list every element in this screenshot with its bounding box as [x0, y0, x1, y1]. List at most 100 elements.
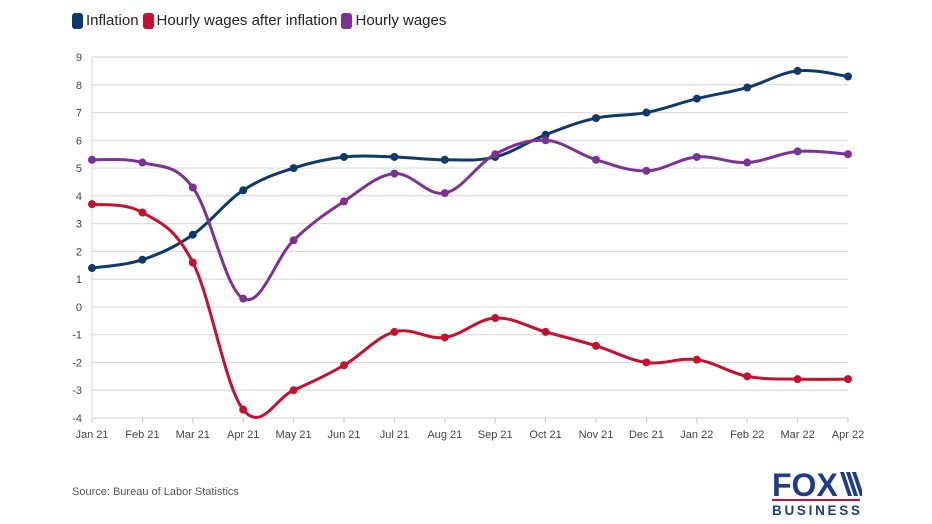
- data-point: [88, 264, 96, 273]
- x-tick-label: Apr 22: [832, 429, 864, 441]
- legend: Inflation Hourly wages after inflation H…: [72, 12, 450, 29]
- series-lines: [88, 66, 852, 419]
- data-point: [239, 405, 248, 414]
- data-point: [793, 66, 802, 75]
- data-point: [88, 200, 96, 209]
- x-tick-label: Feb 22: [730, 429, 764, 441]
- logo-stripes-icon: [840, 472, 862, 496]
- data-point: [188, 258, 197, 267]
- fox-business-logo: FOX BUSINESS: [772, 468, 862, 516]
- y-tick-label: 8: [76, 80, 82, 92]
- y-tick-label: 2: [76, 246, 82, 258]
- data-point: [340, 152, 348, 161]
- y-tick-label: 9: [76, 52, 82, 64]
- x-tick-label: May 21: [276, 429, 312, 441]
- source-note: Source: Bureau of Labor Statistics: [72, 486, 239, 498]
- series-inflation: [88, 66, 852, 273]
- legend-swatch: [142, 12, 154, 29]
- logo-fox-text: FOX: [772, 468, 838, 503]
- data-point: [440, 333, 449, 342]
- series-hourly-wages-after-inflation: [88, 200, 852, 419]
- legend-item-wages-after-inflation[interactable]: Hourly wages after inflation: [142, 12, 338, 29]
- data-point: [692, 152, 701, 161]
- x-tick-label: Jan 22: [680, 429, 713, 441]
- y-tick-label: -3: [72, 385, 82, 397]
- data-point: [743, 372, 752, 381]
- x-axis: Jan 21 Feb 21 Mar 21 Apr 21 May 21 Jun 21 Jul …: [75, 418, 864, 441]
- x-tick-label: Nov 21: [579, 429, 614, 441]
- data-point: [592, 155, 600, 164]
- data-point: [138, 208, 147, 217]
- series-hourly-wages: [88, 136, 852, 303]
- data-point: [541, 130, 550, 139]
- data-point: [743, 83, 752, 92]
- data-point: [642, 358, 651, 367]
- x-tick-label: Jul 21: [380, 429, 409, 441]
- y-tick-label: 5: [76, 163, 82, 175]
- x-tick-label: Aug 21: [427, 429, 462, 441]
- data-point: [642, 166, 651, 175]
- x-tick-label: Jun 21: [327, 429, 360, 441]
- x-tick-label: Oct 21: [529, 429, 561, 441]
- y-tick-label: 1: [76, 274, 82, 286]
- data-point: [188, 183, 197, 192]
- series-line-inflation: [91, 69, 849, 270]
- data-point: [541, 136, 550, 145]
- data-point: [390, 152, 399, 161]
- legend-label: Inflation: [86, 12, 139, 29]
- data-point: [642, 108, 651, 117]
- data-point: [491, 150, 500, 159]
- data-point: [592, 341, 600, 350]
- data-point: [138, 158, 147, 167]
- x-tick-label: Dec 21: [629, 429, 664, 441]
- legend-label: Hourly wages: [355, 12, 447, 29]
- data-point: [440, 189, 449, 198]
- data-point: [239, 294, 248, 303]
- data-point: [844, 375, 852, 384]
- y-axis: 9 8 7 6 5 4 3 2 1 0 -1 -2 -3 -4: [72, 52, 82, 425]
- data-point: [491, 314, 500, 323]
- x-tick-label: Sep 21: [478, 429, 513, 441]
- data-point: [239, 186, 248, 195]
- data-point: [793, 147, 802, 156]
- y-tick-label: 7: [76, 108, 82, 120]
- legend-swatch: [72, 12, 83, 29]
- series-line-hourly-wages: [91, 138, 849, 302]
- legend-item-inflation[interactable]: Inflation: [72, 12, 139, 29]
- y-tick-label: 3: [76, 219, 82, 231]
- x-tick-label: Jan 21: [75, 429, 108, 441]
- data-point: [138, 255, 147, 264]
- data-point: [793, 375, 802, 384]
- data-point: [440, 155, 449, 164]
- data-point: [692, 355, 701, 364]
- legend-label: Hourly wages after inflation: [156, 12, 338, 29]
- x-tick-label: Mar 21: [176, 429, 210, 441]
- x-tick-label: Mar 22: [780, 429, 814, 441]
- y-tick-label: -4: [72, 413, 82, 425]
- data-point: [390, 169, 399, 178]
- data-point: [541, 327, 550, 336]
- data-point: [340, 197, 348, 206]
- x-tick-label: Feb 21: [125, 429, 159, 441]
- logo-business-text: BUSINESS: [772, 503, 860, 516]
- data-point: [692, 94, 701, 103]
- data-point: [188, 230, 197, 239]
- data-point: [743, 158, 752, 167]
- data-point: [844, 72, 852, 81]
- data-point: [88, 155, 96, 164]
- data-point: [340, 361, 348, 370]
- legend-item-hourly-wages[interactable]: Hourly wages: [341, 12, 446, 29]
- data-point: [289, 386, 298, 395]
- grid: [91, 56, 848, 419]
- data-point: [289, 164, 298, 173]
- y-tick-label: -1: [72, 330, 82, 342]
- y-tick-label: 0: [76, 302, 82, 314]
- y-tick-label: 4: [76, 191, 82, 203]
- data-point: [844, 150, 852, 159]
- data-point: [289, 236, 298, 245]
- data-point: [390, 327, 399, 336]
- x-tick-label: Apr 21: [227, 429, 259, 441]
- logo-underline: [772, 499, 860, 501]
- legend-swatch: [341, 12, 353, 29]
